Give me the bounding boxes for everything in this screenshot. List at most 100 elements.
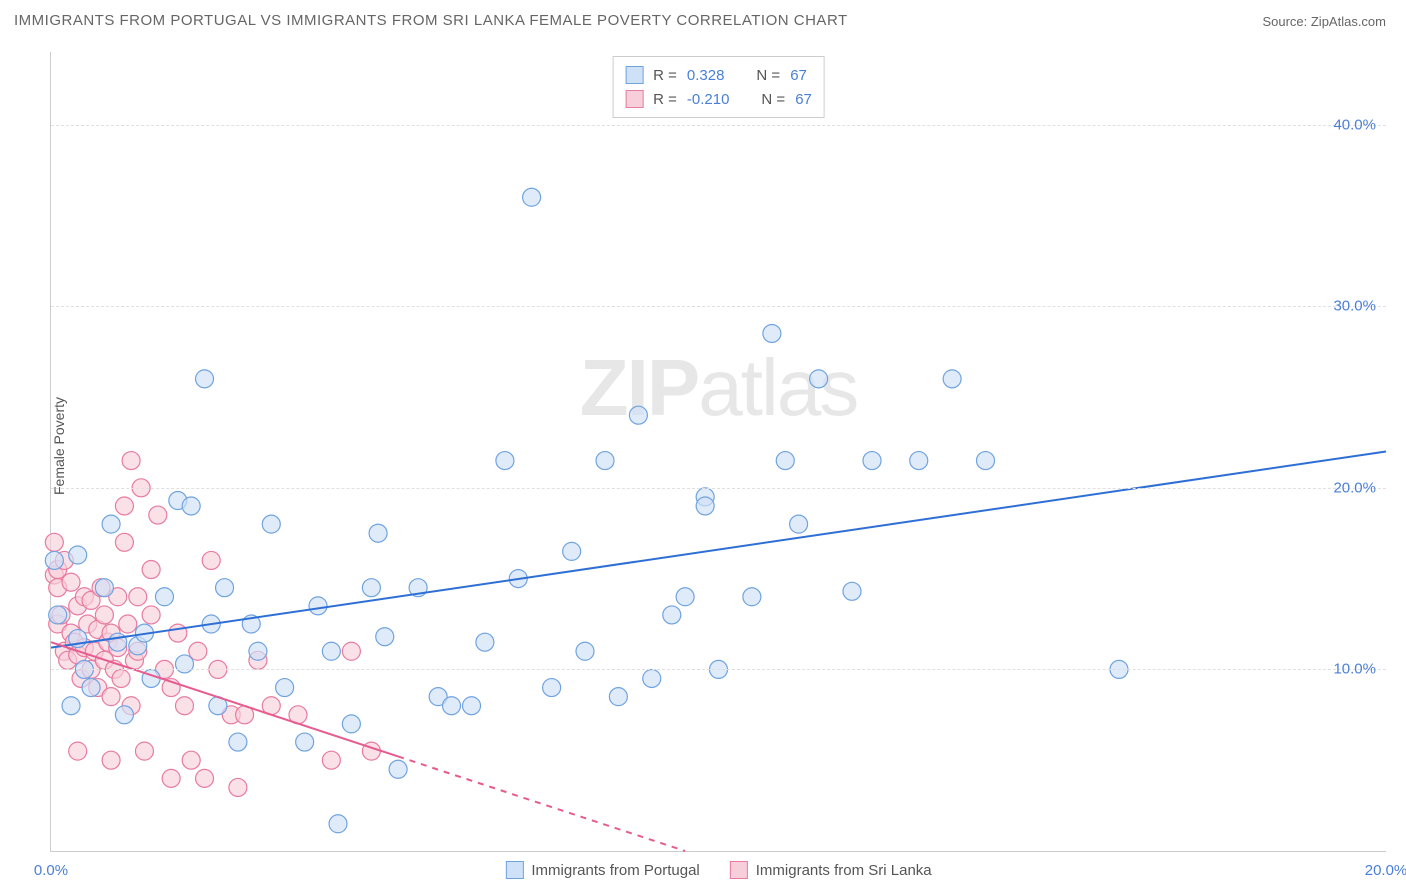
source-label: Source: (1262, 14, 1310, 29)
data-point (943, 370, 961, 388)
data-point (112, 669, 130, 687)
data-point (109, 633, 127, 651)
data-point (162, 769, 180, 787)
data-point (629, 406, 647, 424)
data-point (696, 497, 714, 515)
trend-line-dashed (398, 756, 685, 851)
data-point (763, 324, 781, 342)
data-point (182, 497, 200, 515)
data-point (609, 688, 627, 706)
data-point (62, 573, 80, 591)
gridline (51, 669, 1386, 670)
data-point (122, 452, 140, 470)
data-point (376, 628, 394, 646)
data-point (119, 615, 137, 633)
data-point (155, 588, 173, 606)
source-attribution: Source: ZipAtlas.com (1262, 14, 1386, 29)
data-point (369, 524, 387, 542)
data-point (95, 606, 113, 624)
data-point (142, 561, 160, 579)
data-point (322, 642, 340, 660)
data-point (342, 715, 360, 733)
data-point (115, 533, 133, 551)
data-point (790, 515, 808, 533)
data-point (129, 588, 147, 606)
data-point (115, 497, 133, 515)
legend-label-srilanka: Immigrants from Sri Lanka (756, 862, 932, 879)
data-point (463, 697, 481, 715)
data-point (523, 188, 541, 206)
data-point (102, 688, 120, 706)
trend-line (51, 452, 1386, 648)
data-point (596, 452, 614, 470)
legend-swatch-portugal-bottom (505, 861, 523, 879)
data-point (62, 697, 80, 715)
data-point (476, 633, 494, 651)
chart-title: IMMIGRANTS FROM PORTUGAL VS IMMIGRANTS F… (14, 12, 848, 29)
data-point (810, 370, 828, 388)
data-point (910, 452, 928, 470)
data-point (49, 606, 67, 624)
data-point (229, 733, 247, 751)
y-tick-label: 40.0% (1333, 116, 1376, 133)
data-point (102, 751, 120, 769)
data-point (135, 742, 153, 760)
data-point (276, 679, 294, 697)
data-point (362, 579, 380, 597)
legend-label-portugal: Immigrants from Portugal (531, 862, 699, 879)
data-point (229, 778, 247, 796)
data-point (249, 642, 267, 660)
legend-swatch-srilanka-bottom (730, 861, 748, 879)
data-point (329, 815, 347, 833)
x-tick-label: 0.0% (34, 862, 68, 879)
source-link[interactable]: ZipAtlas.com (1311, 14, 1386, 29)
data-point (496, 452, 514, 470)
chart-svg (51, 52, 1386, 851)
y-tick-label: 30.0% (1333, 298, 1376, 315)
data-point (115, 706, 133, 724)
series-legend: Immigrants from Portugal Immigrants from… (505, 861, 931, 879)
data-point (309, 597, 327, 615)
data-point (102, 515, 120, 533)
data-point (576, 642, 594, 660)
plot-area: ZIPatlas R = 0.328 N = 67 R = -0.210 N =… (50, 52, 1386, 852)
data-point (176, 697, 194, 715)
data-point (45, 533, 63, 551)
data-point (69, 742, 87, 760)
gridline (51, 306, 1386, 307)
y-tick-label: 10.0% (1333, 661, 1376, 678)
data-point (643, 669, 661, 687)
legend-item-portugal: Immigrants from Portugal (505, 861, 699, 879)
data-point (149, 506, 167, 524)
data-point (977, 452, 995, 470)
data-point (743, 588, 761, 606)
data-point (69, 546, 87, 564)
data-point (543, 679, 561, 697)
legend-item-srilanka: Immigrants from Sri Lanka (730, 861, 932, 879)
x-tick-label: 20.0% (1365, 862, 1406, 879)
data-point (262, 515, 280, 533)
data-point (843, 582, 861, 600)
data-point (389, 760, 407, 778)
gridline (51, 488, 1386, 489)
data-point (676, 588, 694, 606)
data-point (169, 624, 187, 642)
data-point (95, 579, 113, 597)
y-tick-label: 20.0% (1333, 479, 1376, 496)
data-point (142, 606, 160, 624)
data-point (663, 606, 681, 624)
data-point (863, 452, 881, 470)
data-point (776, 452, 794, 470)
data-point (563, 542, 581, 560)
data-point (216, 579, 234, 597)
data-point (342, 642, 360, 660)
data-point (45, 551, 63, 569)
data-point (202, 551, 220, 569)
data-point (182, 751, 200, 769)
data-point (322, 751, 340, 769)
gridline (51, 125, 1386, 126)
data-point (196, 769, 214, 787)
data-point (296, 733, 314, 751)
data-point (443, 697, 461, 715)
data-point (196, 370, 214, 388)
